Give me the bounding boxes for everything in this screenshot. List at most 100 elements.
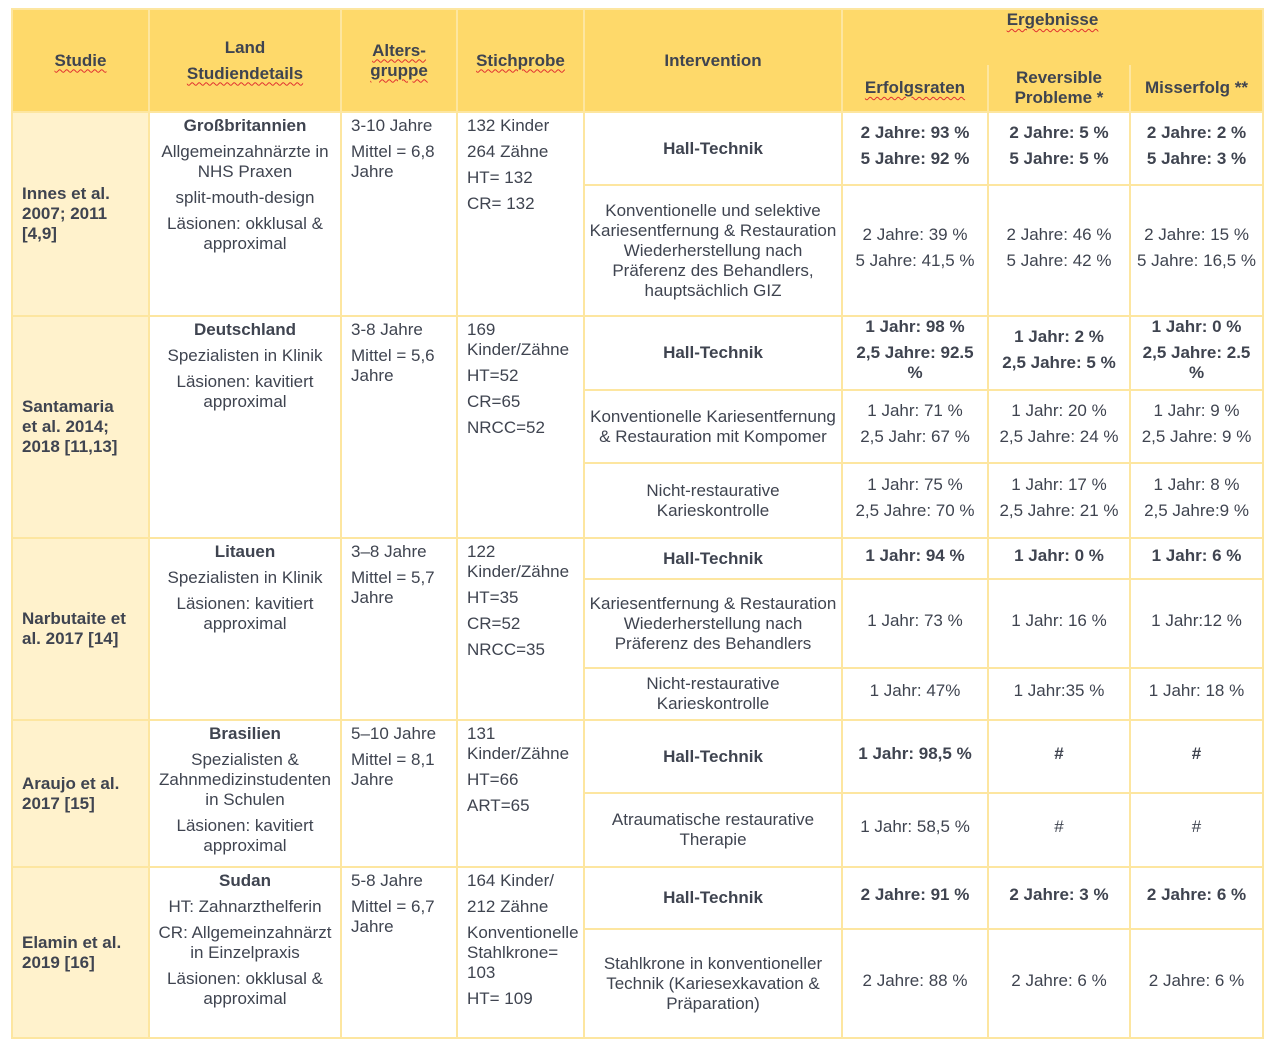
country-details-cell: Sudan HT: Zahnarzthelferin CR: Allgemeinza… <box>148 866 342 1039</box>
country-name: Brasilien <box>209 724 281 743</box>
intervention-cell: Hall-Technik <box>583 111 843 186</box>
study-detail: Spezialisten & Zahnmedizinstudenten in S… <box>158 750 331 809</box>
failure-value: # <box>1191 743 1202 763</box>
reversible-cell: 2 Jahre: 5 % 5 Jahre: 5 % <box>987 111 1131 186</box>
study-citation: Innes et al. <box>22 184 110 203</box>
intervention-cell: Hall-Technik <box>583 315 843 391</box>
table-row: Kariesentfernung & Restauration Wiederhe… <box>12 578 1265 669</box>
success-cell: 1 Jahr: 73 % <box>841 578 989 669</box>
table-row: Elamin et al. 2019 [16] Sudan HT: Zahnarzth… <box>11 866 1265 1039</box>
failure-value: 2,5 Jahre: 9 % <box>1141 426 1252 446</box>
failure-cell: 1 Jahr: 8 % 2,5 Jahre:9 % <box>1128 462 1265 539</box>
age-group-line: 3-10 Jahre <box>351 116 433 135</box>
intervention-name: Kariesentfernung & Restauration Wiederhe… <box>589 593 837 653</box>
study-citation: 2019 [16] <box>22 952 95 972</box>
country-name: Litauen <box>214 542 276 561</box>
study-detail: split-mouth-design <box>175 188 315 207</box>
study-cell: Innes et al. 2007; 2011 [4,9] <box>11 111 150 317</box>
age-group-line: Mittel = 6,7 Jahre <box>351 897 435 936</box>
studies-table: Studie Land Studiendetails Alters-gruppe … <box>11 8 1265 1039</box>
study-citation: 2007; 2011 <box>22 204 108 223</box>
intervention-name: Hall-Technik <box>663 138 763 158</box>
age-group-line: 5-8 Jahre <box>351 871 423 890</box>
success-value: 2,5 Jahre: 70 % <box>855 500 975 520</box>
success-cell: 1 Jahr: 94 % <box>841 537 989 580</box>
country-name: Großbritannien <box>183 116 307 135</box>
intervention-cell: Stahlkrone in konventioneller Technik (K… <box>583 928 843 1039</box>
success-value: 1 Jahr: 73 % <box>867 610 963 630</box>
reversible-value: 2,5 Jahre: 5 % <box>1002 353 1116 372</box>
intervention-cell: Konventionelle Kariesentfernung & Restau… <box>583 389 843 464</box>
study-detail: Läsionen: okklusal & approximal <box>167 214 323 253</box>
intervention-cell: Hall-Technik <box>583 537 843 580</box>
reversible-cell: # <box>987 719 1131 794</box>
header-details-label: Studiendetails <box>186 63 304 83</box>
study-cell: Elamin et al. 2019 [16] <box>11 866 150 1039</box>
reversible-cell: 1 Jahr: 16 % <box>987 578 1131 669</box>
failure-value: # <box>1191 817 1202 836</box>
sample-line: 212 Zähne <box>467 897 549 916</box>
intervention-cell: Hall-Technik <box>583 719 843 794</box>
header-age-label-1: Alters- <box>372 40 426 60</box>
failure-value: 2 Jahre: 15 % <box>1144 224 1249 244</box>
failure-value: 1 Jahr: 8 % <box>1153 474 1240 494</box>
reversible-cell: 1 Jahr: 2 % 2,5 Jahre: 5 % <box>987 315 1131 391</box>
reversible-value: 2,5 Jahre: 21 % <box>999 500 1119 520</box>
success-cell: 1 Jahr: 98,5 % <box>841 719 989 794</box>
failure-value: 2,5 Jahre: 2.5 % <box>1142 343 1251 382</box>
header-success-label: Erfolgsraten <box>864 78 966 97</box>
sample-line: HT=66 <box>467 770 519 789</box>
age-group-cell: 3–8 Jahre Mittel = 5,7 Jahre <box>340 537 458 721</box>
age-group-line: 5–10 Jahre <box>351 724 437 743</box>
study-citation: Elamin et al. <box>22 932 122 952</box>
age-group-line: 3–8 Jahre <box>351 542 427 561</box>
success-value: 1 Jahr: 98 % <box>865 317 965 336</box>
intervention-name: Atraumatische restaurative Therapie <box>611 810 815 849</box>
reversible-value: 5 Jahre: 5 % <box>1009 148 1109 168</box>
reversible-value: 1 Jahr:35 % <box>1013 681 1105 700</box>
study-detail: Läsionen: kavitiert approximal <box>176 594 314 633</box>
table-body: Innes et al. 2007; 2011 [4,9] Großbritannie… <box>11 111 1265 1039</box>
intervention-name: Konventionelle Kariesentfernung & Restau… <box>590 406 836 446</box>
success-value: 1 Jahr: 94 % <box>865 545 965 565</box>
reversible-cell: # <box>987 792 1131 868</box>
reversible-cell: 1 Jahr: 17 % 2,5 Jahre: 21 % <box>987 462 1131 539</box>
sample-cell: 164 Kinder/212 Zähne Konventionelle Stahl… <box>456 866 585 1039</box>
reversible-cell: 1 Jahr:35 % <box>987 667 1131 721</box>
reversible-cell: 2 Jahre: 6 % <box>987 928 1131 1039</box>
failure-value: 1 Jahr: 0 % <box>1151 317 1242 336</box>
header-reversible-label-1: Reversible <box>1016 68 1102 87</box>
header-reversible: Reversible Probleme * <box>987 65 1131 113</box>
success-value: 1 Jahr: 47% <box>869 681 961 700</box>
reversible-value: 2 Jahre: 5 % <box>1009 122 1109 142</box>
age-group-cell: 5-8 Jahre Mittel = 6,7 Jahre <box>340 866 458 1039</box>
table-row: Innes et al. 2007; 2011 [4,9] Großbritannie… <box>11 111 1265 317</box>
header-success: Erfolgsraten <box>841 65 989 113</box>
success-value: 2 Jahre: 93 % <box>860 122 970 142</box>
failure-value: 2 Jahre: 6 % <box>1148 970 1245 990</box>
intervention-name: Nicht-restaurative Karieskontrolle <box>646 674 780 713</box>
study-citation: 2018 [11,13] <box>22 437 118 456</box>
sample-line: 264 Zähne <box>467 142 549 161</box>
intervention-cell: Nicht-restaurative Karieskontrolle <box>583 462 843 539</box>
sample-line: NRCC=52 <box>467 418 545 437</box>
reversible-value: 1 Jahr: 0 % <box>1014 545 1104 565</box>
study-detail: Spezialisten in Klinik <box>167 568 323 587</box>
failure-cell: 2 Jahre: 2 % 5 Jahre: 3 % <box>1128 111 1265 186</box>
study-citation: et al. 2014; <box>22 417 109 436</box>
age-group-line: 3-8 Jahre <box>351 320 423 339</box>
success-value: 2 Jahre: 88 % <box>862 970 968 990</box>
success-cell: 2 Jahre: 88 % <box>841 928 989 1039</box>
sample-cell: 132 Kinder 264 Zähne HT= 132 CR= 132 <box>456 111 585 317</box>
reversible-cell: 1 Jahr: 0 % <box>987 537 1131 580</box>
success-value: 2 Jahre: 91 % <box>860 885 970 904</box>
header-age-label-2: gruppe <box>370 60 428 80</box>
table-row: Konventionelle und selektive Kariesentfe… <box>12 184 1265 317</box>
reversible-cell: 2 Jahre: 46 % 5 Jahre: 42 % <box>987 184 1131 317</box>
sample-line: NRCC=35 <box>467 640 545 659</box>
reversible-value: 2,5 Jahre: 24 % <box>999 426 1119 446</box>
header-failure-label: Misserfolg ** <box>1145 78 1248 97</box>
success-value: 5 Jahre: 41,5 % <box>855 250 975 270</box>
failure-cell: 2 Jahre: 6 % <box>1128 866 1265 930</box>
reversible-cell: 2 Jahre: 3 % <box>987 866 1131 930</box>
